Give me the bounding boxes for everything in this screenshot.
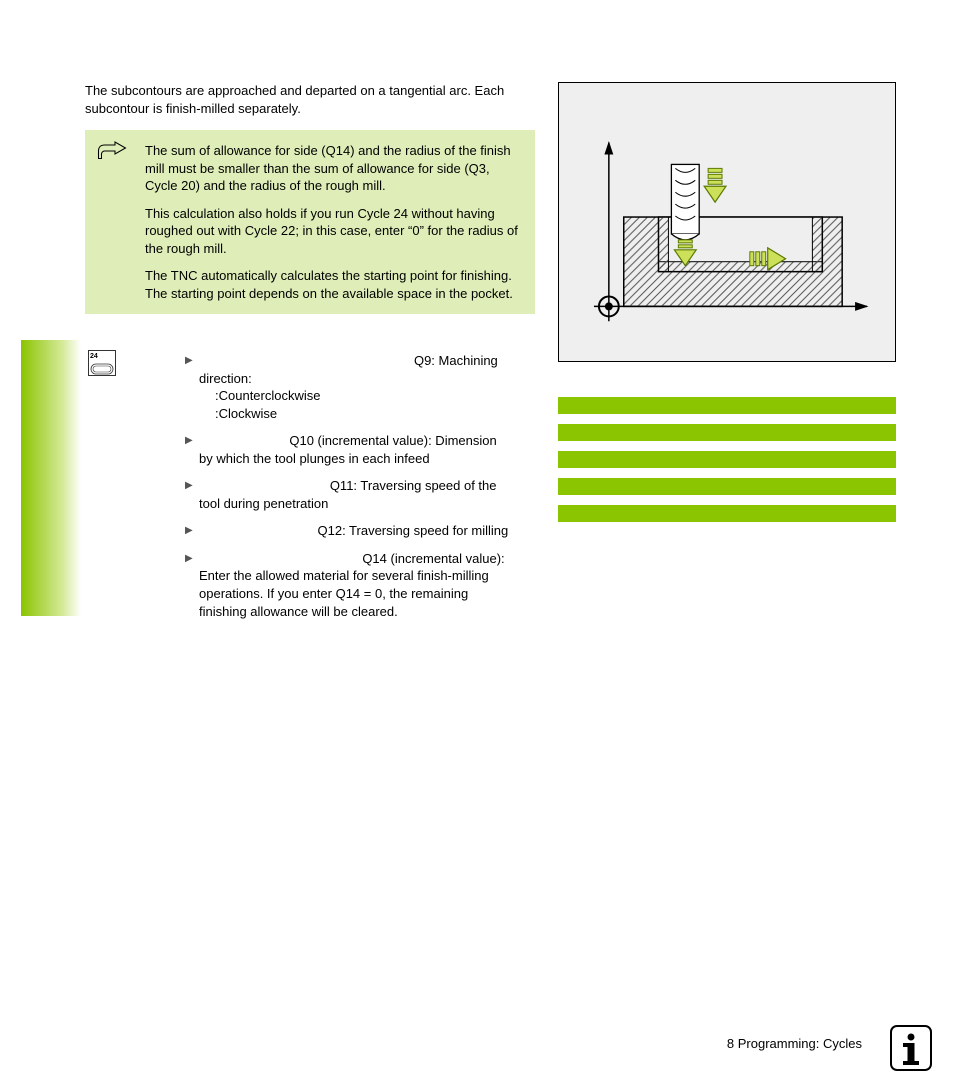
plunge-arrow-icon	[704, 168, 726, 202]
param-sub: :Counterclockwise	[199, 387, 513, 405]
param-item: ▶ Plunging depth Q10 (incremental value)…	[185, 432, 513, 467]
param-text: Feed rate for milling Q12: Traversing sp…	[199, 523, 508, 538]
bullet-arrow-icon: ▶	[185, 524, 193, 538]
param-text: Feed rate for plunging Q11: Traversing s…	[199, 478, 497, 511]
bullet-arrow-icon: ▶	[185, 354, 193, 368]
param-item: ▶ Feed rate for milling Q12: Traversing …	[185, 522, 513, 540]
parameter-list: ▶ Direction of rotation? Clockwise = –1 …	[185, 352, 513, 630]
param-item: ▶ Finishing allowance for side Q14 (incr…	[185, 550, 513, 620]
pointing-hand-icon	[97, 140, 127, 162]
note-box: The sum of allowance for side (Q14) and …	[85, 130, 535, 314]
bullet-arrow-icon: ▶	[185, 479, 193, 493]
code-line	[558, 424, 896, 441]
note-p1: The sum of allowance for side (Q14) and …	[145, 142, 521, 195]
code-line	[558, 505, 896, 522]
milling-diagram	[558, 82, 896, 362]
note-p2: This calculation also holds if you run C…	[145, 205, 521, 258]
side-tab	[21, 340, 81, 616]
intro-text: The subcontours are approached and depar…	[85, 82, 520, 117]
footer-text: 8 Programming: Cycles	[727, 1035, 862, 1053]
note-p3: The TNC automatically calculates the sta…	[145, 267, 521, 302]
code-line	[558, 397, 896, 414]
param-text: Finishing allowance for side Q14 (increm…	[199, 551, 505, 619]
bullet-arrow-icon: ▶	[185, 434, 193, 448]
cycle-icon: 24	[88, 350, 116, 376]
param-sub: :Clockwise	[199, 405, 513, 423]
info-icon	[890, 1025, 932, 1071]
code-line	[558, 451, 896, 468]
code-line	[558, 478, 896, 495]
param-text: Plunging depth Q10 (incremental value): …	[199, 433, 497, 466]
param-text: Direction of rotation? Clockwise = –1 Q9…	[199, 353, 498, 386]
param-item: ▶ Direction of rotation? Clockwise = –1 …	[185, 352, 513, 422]
example-code-block	[558, 397, 896, 532]
bullet-arrow-icon: ▶	[185, 552, 193, 566]
param-item: ▶ Feed rate for plunging Q11: Traversing…	[185, 477, 513, 512]
